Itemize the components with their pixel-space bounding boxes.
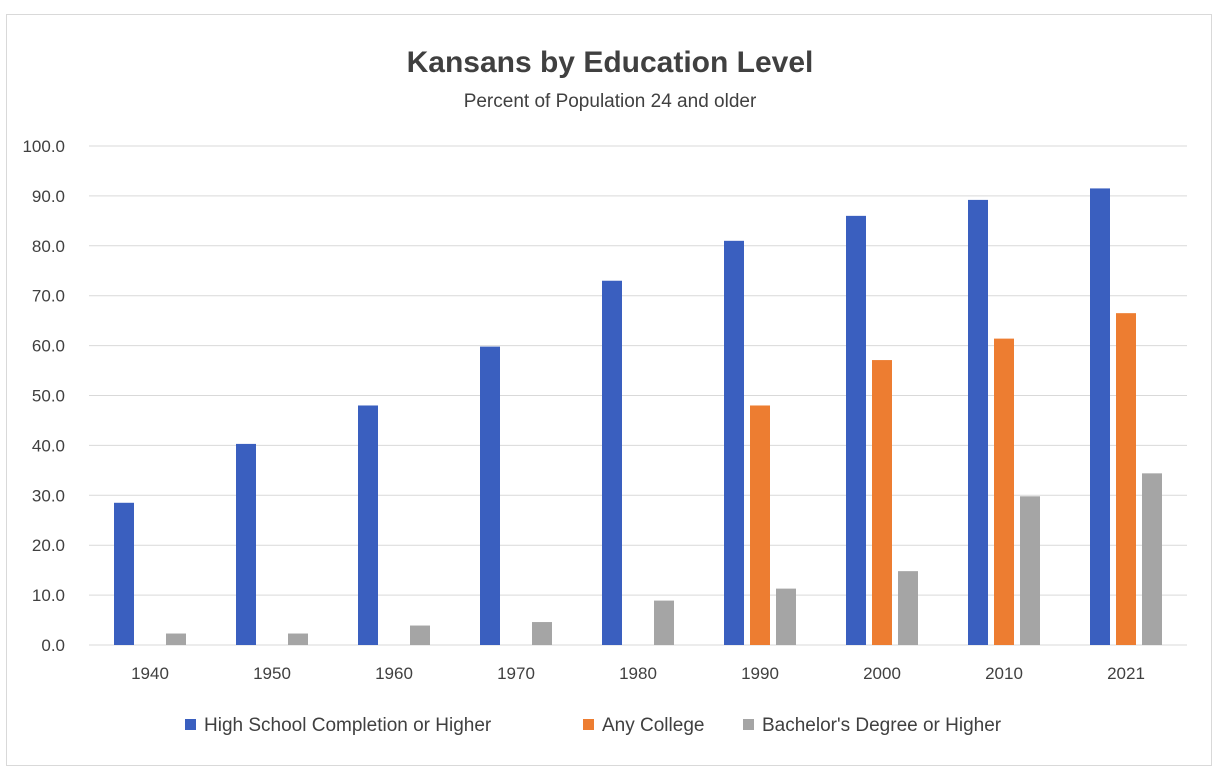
bar-1980-bachelor-s-degree-or-higher	[654, 600, 674, 645]
legend-item: Any College	[583, 715, 704, 736]
bar-2021-any-college	[1116, 313, 1136, 645]
bars	[114, 188, 1162, 646]
gridlines	[89, 145, 1187, 646]
bar-2000-any-college	[872, 360, 892, 645]
x-tick-label: 1960	[375, 664, 413, 683]
legend-item: High School Completion or Higher	[185, 715, 492, 736]
y-tick-label: 60.0	[32, 337, 65, 356]
y-tick-label: 30.0	[32, 486, 65, 505]
x-tick-label: 2010	[985, 664, 1023, 683]
chart-svg: Kansans by Education Level Percent of Po…	[22, 46, 1187, 736]
bar-1950-bachelor-s-degree-or-higher	[288, 633, 308, 645]
bar-2000-bachelor-s-degree-or-higher	[898, 571, 918, 645]
y-tick-label: 20.0	[32, 536, 65, 555]
bar-1950-high-school-completion-or-higher	[236, 443, 256, 645]
y-tick-label: 80.0	[32, 237, 65, 256]
legend-label: High School Completion or Higher	[204, 715, 492, 736]
x-tick-label: 1950	[253, 664, 291, 683]
legend-swatch	[185, 719, 196, 730]
x-axis-ticks: 1940 1950 1960 1970 1980 1990 2000 2010 2021	[131, 664, 1145, 683]
bar-1970-high-school-completion-or-higher	[480, 346, 500, 645]
bar-1940-bachelor-s-degree-or-higher	[166, 633, 186, 645]
y-tick-label: 10.0	[32, 586, 65, 605]
bar-2010-bachelor-s-degree-or-higher	[1020, 496, 1040, 645]
bar-2010-high-school-completion-or-higher	[968, 199, 988, 645]
y-tick-label: 50.0	[32, 387, 65, 406]
bar-1990-high-school-completion-or-higher	[724, 240, 744, 645]
y-tick-label: 70.0	[32, 287, 65, 306]
y-tick-label: 40.0	[32, 436, 65, 455]
bar-1940-high-school-completion-or-higher	[114, 502, 134, 645]
legend-item: Bachelor's Degree or Higher	[743, 715, 1002, 736]
y-tick-label: 90.0	[32, 187, 65, 206]
bar-1980-high-school-completion-or-higher	[602, 280, 622, 645]
legend: High School Completion or Higher Any Coll…	[185, 715, 1002, 736]
bar-2010-any-college	[994, 338, 1014, 645]
bar-1970-bachelor-s-degree-or-higher	[532, 622, 552, 645]
x-tick-label: 1940	[131, 664, 169, 683]
y-axis-ticks: 0.0 10.0 20.0 30.0 40.0 50.0 60.0 70.0 80.0 90.0 1…	[22, 137, 65, 655]
bar-1960-high-school-completion-or-higher	[358, 405, 378, 645]
x-tick-label: 1980	[619, 664, 657, 683]
legend-swatch	[583, 719, 594, 730]
chart-subtitle: Percent of Population 24 and older	[464, 91, 757, 112]
bar-2021-high-school-completion-or-higher	[1090, 188, 1110, 646]
bar-1990-bachelor-s-degree-or-higher	[776, 588, 796, 645]
x-tick-label: 2021	[1107, 664, 1145, 683]
y-tick-label: 100.0	[22, 137, 65, 156]
legend-label: Bachelor's Degree or Higher	[762, 715, 1002, 736]
bar-1990-any-college	[750, 405, 770, 645]
bar-1960-bachelor-s-degree-or-higher	[410, 625, 430, 645]
legend-swatch	[743, 719, 754, 730]
y-tick-label: 0.0	[41, 636, 65, 655]
bar-2000-high-school-completion-or-higher	[846, 215, 866, 646]
x-tick-label: 2000	[863, 664, 901, 683]
chart-title: Kansans by Education Level	[407, 46, 814, 79]
x-tick-label: 1970	[497, 664, 535, 683]
legend-label: Any College	[602, 715, 704, 736]
bar-2021-bachelor-s-degree-or-higher	[1142, 473, 1162, 645]
x-tick-label: 1990	[741, 664, 779, 683]
chart-frame: Kansans by Education Level Percent of Po…	[6, 14, 1212, 766]
